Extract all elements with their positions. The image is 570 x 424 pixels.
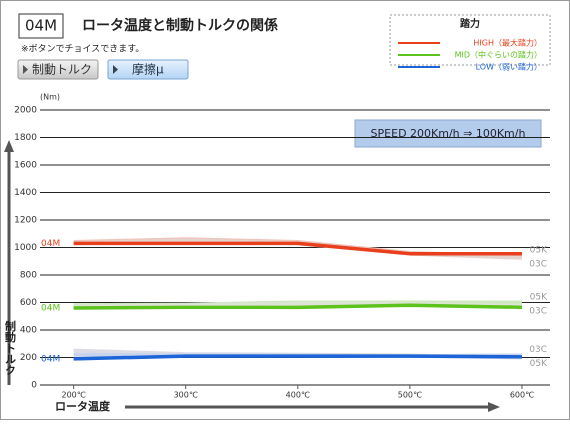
x-tick-label: 300℃ (174, 391, 198, 400)
x-tick-label: 400℃ (286, 391, 310, 400)
series-label: 05K (530, 246, 548, 256)
button-label[interactable]: 摩擦μ (132, 62, 164, 77)
series-label: 04M (41, 304, 60, 314)
x-tick-label: 600℃ (510, 391, 534, 400)
series-label: 05K (530, 359, 548, 369)
button-label[interactable]: 制動トルク (32, 63, 92, 77)
y-tick-label: 600 (20, 298, 37, 308)
y-tick-label: 1400 (14, 188, 37, 198)
legend-label: MID（中ぐらいの踏力） (455, 50, 542, 60)
button[interactable]: 摩擦μ (107, 59, 189, 80)
series-line (73, 303, 523, 310)
x-tick-label: 500℃ (398, 391, 422, 400)
model: 04M (25, 17, 57, 35)
x-tick-label: 200℃ (61, 391, 85, 400)
y-tick-label: 1000 (14, 243, 37, 253)
legend-title: 踏力 (460, 17, 480, 30)
button[interactable]: 制動トルク (17, 59, 99, 80)
series-label: 04M (41, 239, 60, 249)
button-icon[interactable] (113, 65, 118, 74)
y-tick-label: 0 (31, 381, 37, 391)
y-tick-label: 200 (20, 353, 37, 363)
x-axis-label: ロータ温度 (55, 399, 111, 413)
button-icon[interactable] (23, 65, 28, 74)
y-axis-label: 制動トルク (4, 319, 17, 375)
annotation-box (354, 119, 542, 148)
arrow-head (488, 402, 500, 412)
series-label: 04M (41, 354, 60, 364)
model-box (18, 13, 64, 39)
series-label: 03C (529, 307, 547, 317)
y-tick-label: 1800 (14, 133, 37, 143)
note: ※ボタンでチョイスできます。 (21, 44, 144, 55)
y-tick-label: 400 (20, 326, 37, 336)
y-tick-label: 1200 (14, 216, 37, 226)
y-unit: (Nm) (40, 93, 60, 102)
y-tick-label: 1600 (14, 161, 37, 171)
arrow-head (4, 140, 14, 152)
y-tick-label: 800 (20, 271, 37, 281)
annotation: SPEED 200Km/h ⇒ 100Km/h (371, 127, 526, 140)
title: ロータ温度と制動トルクの関係 (82, 17, 278, 34)
series-label: 03C (529, 345, 547, 355)
series-label: 03C (529, 260, 547, 270)
button-bg[interactable] (107, 59, 189, 80)
series-line (73, 241, 522, 256)
series-line (73, 354, 522, 361)
series-label: 05K (530, 293, 548, 303)
legend-label: LOW（弱い踏力） (476, 62, 542, 72)
legend-box (389, 14, 551, 66)
legend-label: HIGH（最大踏力） (473, 38, 542, 48)
y-tick-label: 2000 (14, 106, 37, 116)
button-bg[interactable] (17, 59, 99, 80)
